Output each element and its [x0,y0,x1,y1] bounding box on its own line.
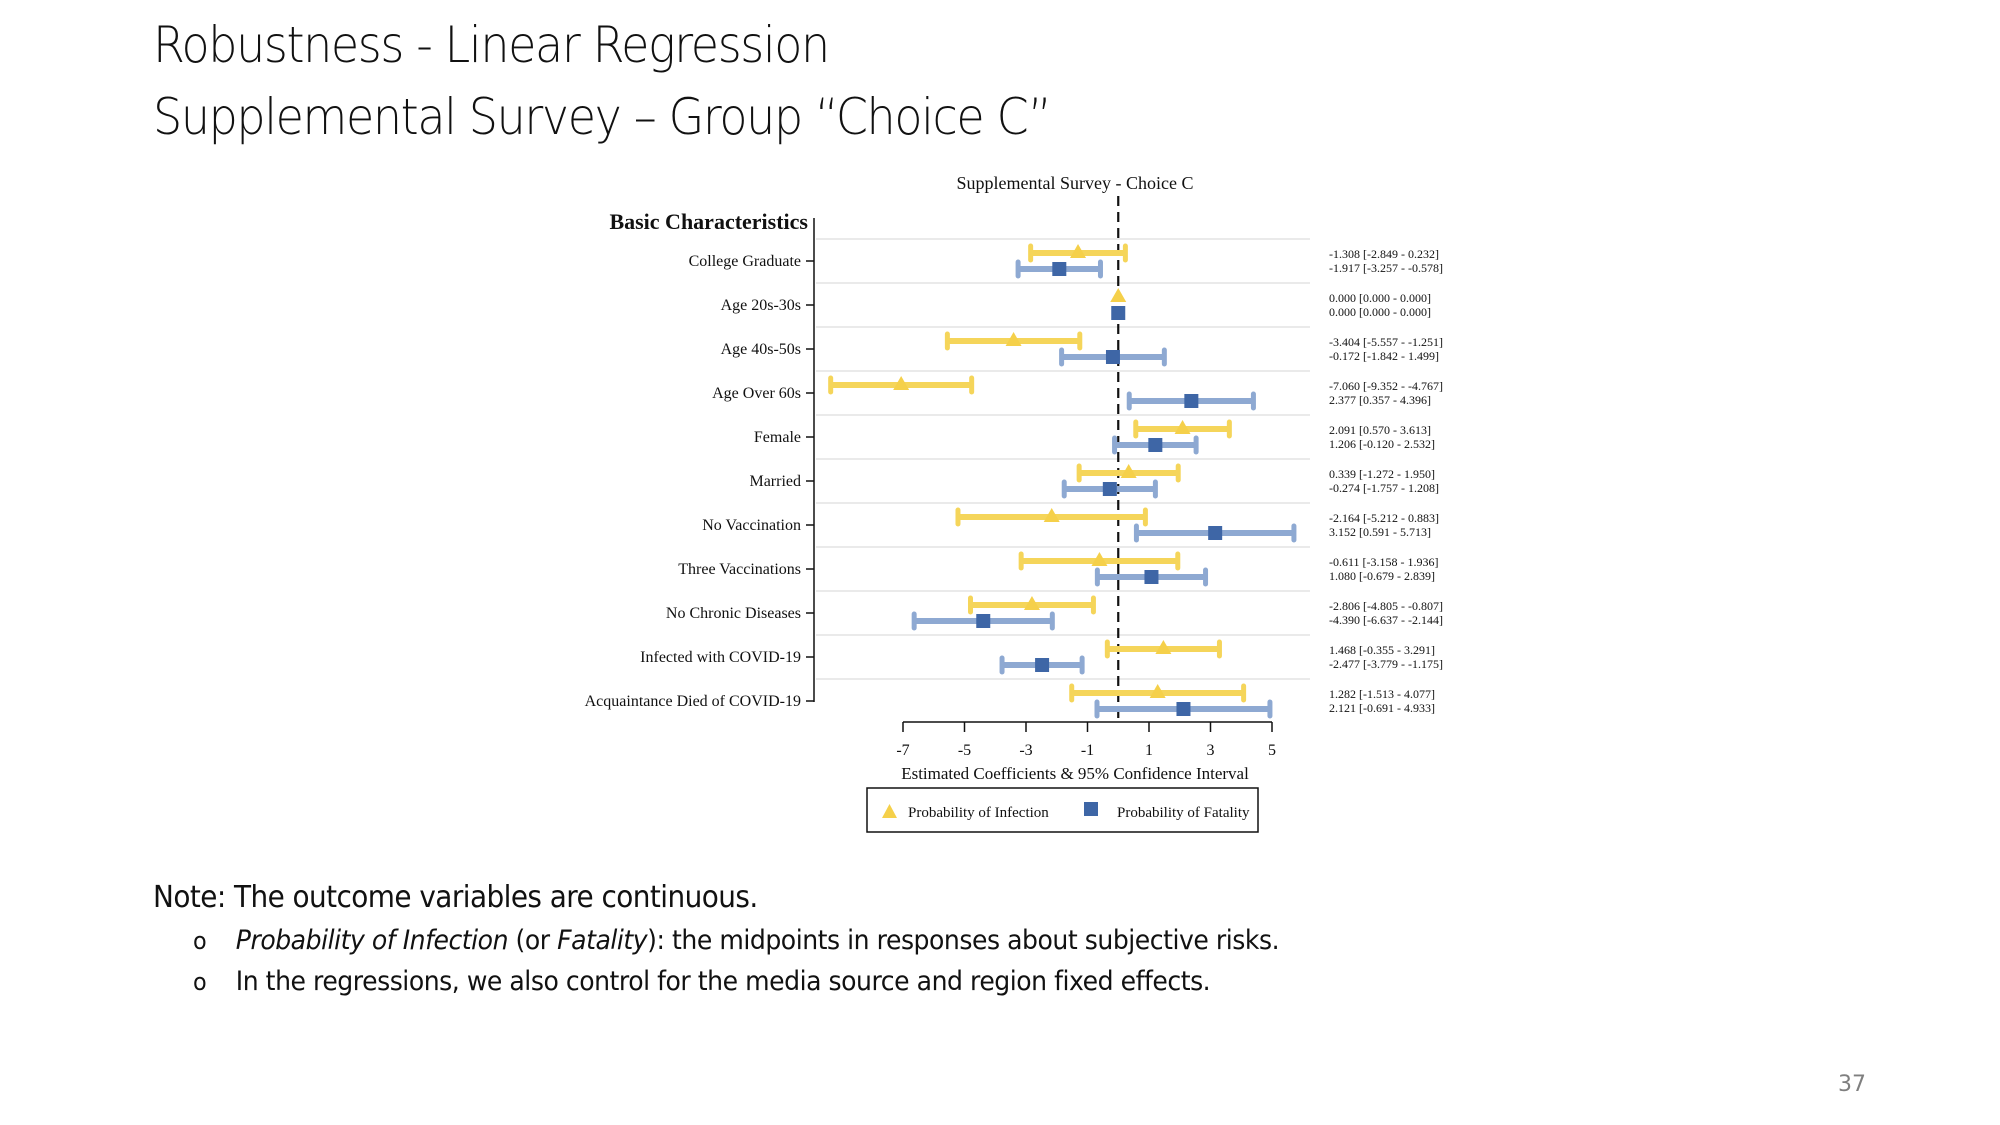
point-infection [1149,684,1166,698]
point-infection [1043,508,1060,522]
category-label: Age 20s-30s [721,297,801,314]
point-infection [1120,464,1137,478]
value-label-infection: -3.404 [-5.557 - -1.251] [1329,335,1443,349]
note-bullet-2: o In the regressions, we also control for… [193,966,1211,997]
x-tick-label: -7 [896,742,909,759]
point-infection [1155,640,1172,654]
x-tick-labels: -7 -5 -3 -1 1 3 5 [896,742,1276,759]
point-fatality [1176,702,1191,716]
note-plain-1: (or [508,925,558,956]
point-infection [1174,420,1191,434]
coefficient-marks [828,243,1297,719]
point-fatality [1208,526,1223,540]
point-fatality [1052,262,1067,276]
legend-box [866,787,1259,833]
value-label-infection: 0.000 [0.000 - 0.000] [1329,291,1431,305]
value-label-infection: 0.339 [-1.272 - 1.950] [1329,467,1435,481]
x-tick-label: 3 [1207,742,1215,759]
x-tick-label: -5 [958,742,971,759]
category-label: Age Over 60s [712,385,801,402]
category-label: Age 40s-50s [721,341,801,358]
point-infection [1110,288,1127,302]
x-tick-label: -1 [1081,742,1094,759]
value-label-fatality: -0.274 [-1.757 - 1.208] [1329,481,1439,495]
point-fatality [1111,306,1126,320]
note-plain-2: ): the midpoints in responses about subj… [647,925,1280,956]
chart-title: Supplemental Survey - Choice C [957,173,1194,193]
page-number: 37 [1838,1072,1866,1097]
x-tick-label: -3 [1019,742,1032,759]
point-infection [1070,244,1087,258]
point-infection [1005,332,1022,346]
value-label-infection: 1.468 [-0.355 - 3.291] [1329,643,1435,657]
point-fatality [1148,438,1163,452]
value-label-infection: -7.060 [-9.352 - -4.767] [1329,379,1443,393]
value-label-infection: -2.164 [-5.212 - 0.883] [1329,511,1439,525]
group-heading: Basic Characteristics [609,209,808,234]
note-bullet-1: o Probability of Infection (or Fatality):… [193,925,1280,956]
point-infection [893,376,910,390]
category-label: Infected with COVID-19 [640,649,801,666]
value-label-fatality: -2.477 [-3.779 - -1.175] [1329,657,1443,671]
bullet-marker: o [193,968,207,996]
note-text-2: In the regressions, we also control for … [235,966,1211,997]
value-label-fatality: -4.390 [-6.637 - -2.144] [1329,613,1443,627]
x-axis-label: Estimated Coefficients & 95% Confidence … [901,764,1249,783]
note-italic-infection: Probability of Infection [235,925,509,956]
category-labels: College Graduate Age 20s-30s Age 40s-50s Ag… [585,253,801,710]
point-infection [1023,596,1040,610]
point-fatality [1184,394,1199,408]
point-infection [1091,552,1108,566]
value-label-fatality: 2.121 [-0.691 - 4.933] [1329,701,1435,715]
legend-label-fatality: Probability of Fatality [1117,805,1250,821]
point-fatality [976,614,991,628]
category-label: No Chronic Diseases [666,605,801,622]
slide-title-line-1: Robustness - Linear Regression [153,16,830,74]
note-italic-fatality: Fatality [557,925,648,956]
value-label-fatality: 0.000 [0.000 - 0.000] [1329,305,1431,319]
x-tick-label: 1 [1145,742,1153,759]
legend-label-infection: Probability of Infection [908,805,1049,821]
value-label-infection: 1.282 [-1.513 - 4.077] [1329,687,1435,701]
point-fatality [1035,658,1050,672]
category-label: Female [754,429,801,446]
category-label: No Vaccination [702,517,801,534]
x-tick-label: 5 [1268,742,1276,759]
value-label-infection: -0.611 [-3.158 - 1.936] [1329,555,1439,569]
point-fatality [1144,570,1159,584]
category-label: College Graduate [689,253,801,270]
point-fatality [1105,350,1120,364]
value-label-fatality: -1.917 [-3.257 - -0.578] [1329,261,1443,275]
axes [806,218,1273,732]
value-label-fatality: 1.080 [-0.679 - 2.839] [1329,569,1435,583]
slide-title-line-2: Supplemental Survey – Group “Choice C” [153,88,1052,146]
note-heading: Note: The outcome variables are continuo… [153,880,758,915]
value-label-fatality: 2.377 [0.357 - 4.396] [1329,393,1431,407]
legend-square-icon [1084,802,1098,816]
value-label-infection: -1.308 [-2.849 - 0.232] [1329,247,1439,261]
gridlines [816,238,1310,680]
value-label-infection: -2.806 [-4.805 - -0.807] [1329,599,1443,613]
legend-triangle-icon [882,804,897,818]
category-label: Three Vaccinations [678,561,801,578]
bullet-marker: o [193,927,207,955]
category-label: Acquaintance Died of COVID-19 [585,693,801,710]
point-fatality [1102,482,1117,496]
value-label-infection: 2.091 [0.570 - 3.613] [1329,423,1431,437]
value-label-fatality: -0.172 [-1.842 - 1.499] [1329,349,1439,363]
legend: Probability of Infection Probability of … [866,787,1259,833]
value-labels: -1.308 [-2.849 - 0.232]-1.917 [-3.257 - … [1329,247,1443,715]
category-label: Married [749,473,801,490]
value-label-fatality: 1.206 [-0.120 - 2.532] [1329,437,1435,451]
value-label-fatality: 3.152 [0.591 - 5.713] [1329,525,1431,539]
